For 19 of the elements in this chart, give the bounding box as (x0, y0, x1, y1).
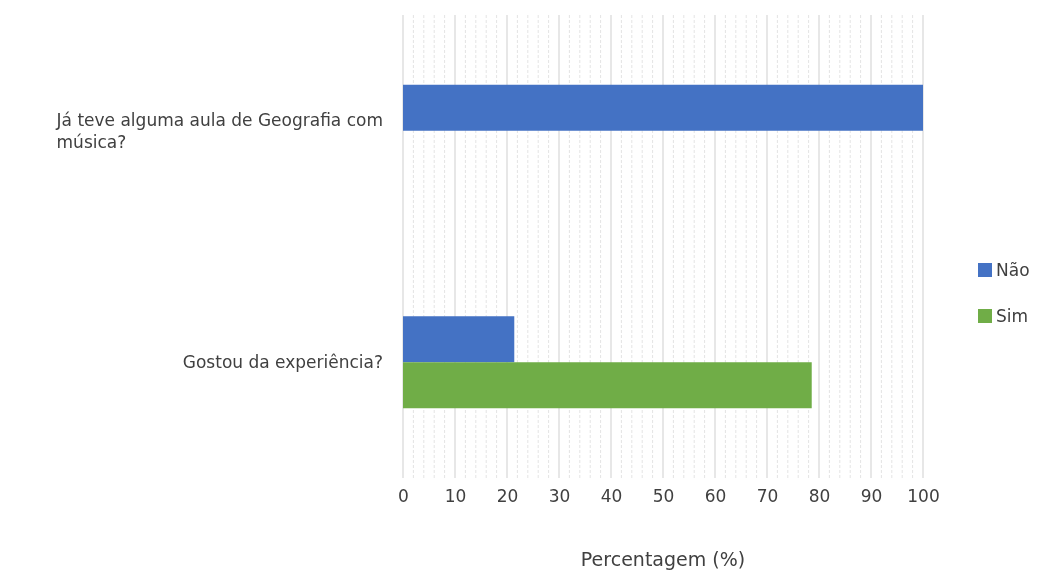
legend-label: Sim (996, 306, 1029, 326)
x-tick-label: 80 (808, 486, 831, 507)
y-tick-label: Já teve alguma aula de Geografia com música? (55, 109, 383, 152)
x-tick-label: 60 (704, 486, 727, 507)
x-tick-label: 30 (548, 486, 571, 507)
bar (403, 362, 812, 409)
x-tick-label: 90 (860, 486, 883, 507)
legend-label: Não (996, 260, 1030, 280)
x-tick-label: 10 (444, 486, 467, 507)
x-tick-label: 0 (398, 486, 409, 507)
x-tick-label: 50 (652, 486, 675, 507)
bar (403, 84, 923, 131)
x-tick-label: 40 (600, 486, 623, 507)
x-tick-label: 20 (496, 486, 519, 507)
x-axis-title: Percentagem (%) (580, 548, 746, 570)
y-tick-label: Gostou da experiência? (182, 352, 383, 373)
x-tick-label: 100 (907, 486, 940, 507)
bar (403, 316, 515, 363)
x-tick-label: 70 (756, 486, 779, 507)
